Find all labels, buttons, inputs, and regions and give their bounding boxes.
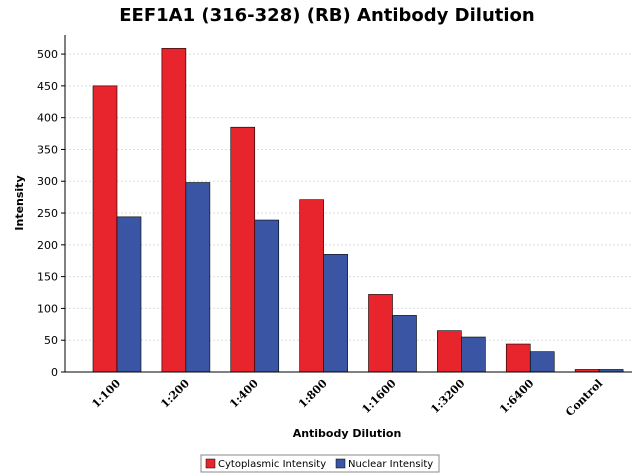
y-tick-label: 100 [37, 302, 58, 315]
bar-nuclear [461, 336, 486, 373]
chart-title: EEF1A1 (316-328) (RB) Antibody Dilution [119, 5, 534, 26]
y-tick-label: 250 [37, 207, 58, 220]
x-tick-label: Control [563, 377, 605, 419]
bar-cytoplasmic [368, 294, 393, 373]
y-tick-label: 400 [37, 112, 58, 125]
bar-cytoplasmic [505, 343, 531, 373]
bar-nuclear [529, 351, 555, 373]
legend-label-nuclear: Nuclear Intensity [348, 459, 433, 470]
x-tick-label: 1:400 [227, 377, 261, 411]
bar-cytoplasmic [299, 199, 324, 373]
bar-cytoplasmic [230, 126, 256, 373]
bar-cytoplasmic [161, 48, 187, 373]
legend-frame [200, 454, 440, 473]
legend-swatch-nuclear [335, 458, 346, 469]
bars [92, 48, 624, 373]
y-tick-label: 450 [37, 80, 58, 93]
x-tick-label: 1:3200 [428, 377, 467, 416]
y-axis-label: Intensity [13, 175, 26, 230]
bar-nuclear [254, 219, 280, 373]
y-tick-label: 150 [37, 271, 58, 284]
bar-nuclear [392, 315, 417, 373]
bar-cytoplasmic [92, 85, 118, 373]
legend: Cytoplasmic Intensity Nuclear Intensity [200, 454, 440, 473]
bar-nuclear [185, 182, 211, 373]
y-tick-label: 200 [37, 239, 58, 252]
legend-swatch-cytoplasmic [205, 458, 216, 469]
x-tick-label: 1:200 [158, 377, 192, 411]
y-tick-label: 500 [37, 48, 58, 61]
x-axis-ticks: 1:100 1:200 1:400 1:800 1:1600 1:3200 1:6400 Co… [89, 377, 605, 419]
x-tick-label: 1:800 [296, 377, 330, 411]
bar-nuclear [116, 216, 142, 373]
y-tick-label: 0 [51, 366, 58, 379]
y-tick-label: 300 [37, 175, 58, 188]
x-axis-label: Antibody Dilution [293, 427, 402, 440]
gridlines [65, 53, 632, 341]
bar-nuclear [323, 254, 348, 373]
x-tick-label: 1:6400 [497, 377, 536, 416]
x-tick-label: 1:1600 [359, 377, 398, 416]
y-axis-ticks: 0 50 100 150 200 250 300 350 400 450 500 [37, 48, 65, 379]
y-tick-label: 50 [44, 334, 58, 347]
y-tick-label: 350 [37, 143, 58, 156]
bar-cytoplasmic [437, 330, 462, 373]
x-tick-label: 1:100 [89, 377, 123, 411]
legend-label-cytoplasmic: Cytoplasmic Intensity [218, 459, 326, 470]
